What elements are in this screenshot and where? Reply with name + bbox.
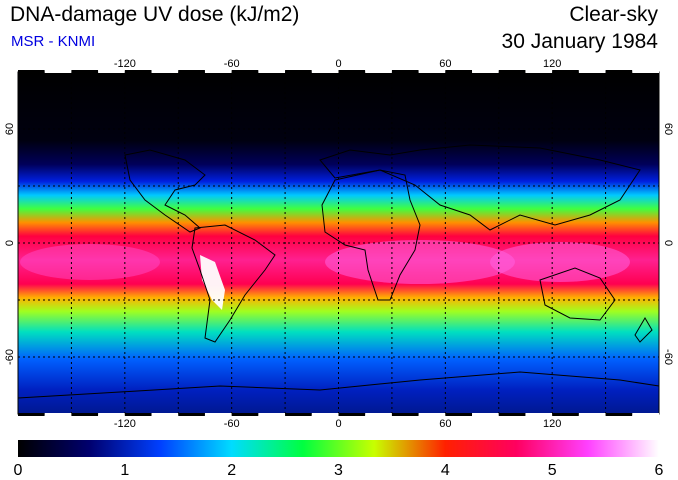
frame-segment: [578, 413, 606, 416]
frame-segment: [605, 70, 633, 73]
frame-segment: [98, 70, 125, 73]
north-america-outline: [124, 149, 206, 233]
colorbar-label: 1: [120, 462, 129, 479]
longitude-tick-label: 0: [335, 58, 341, 70]
frame-segment: [311, 413, 339, 416]
longitude-tick-label: 60: [439, 58, 451, 70]
latitude-tick-label: -60: [4, 349, 16, 365]
frame-segment: [472, 70, 499, 73]
longitude-tick-label: 0: [335, 418, 341, 430]
dose-blob: [490, 242, 630, 282]
frame-segment: [498, 413, 526, 416]
lat-lon-grid: [18, 72, 659, 414]
latitude-tick-label: -60: [662, 349, 674, 365]
frame-segment: [418, 413, 446, 416]
south-america-outline: [191, 224, 276, 343]
frame-segment: [338, 70, 366, 73]
frame-segment: [71, 70, 99, 73]
colorbar-labels: 0 1 2 3 4 5 6: [14, 462, 664, 479]
frame-segment: [178, 70, 205, 73]
frame-segment: [338, 413, 366, 416]
colorbar: 0 1 2 3 4 5 6: [14, 440, 664, 479]
source-label: MSR - KNMI: [11, 33, 96, 50]
australia-outline: [539, 267, 616, 321]
colorbar-strip: [18, 440, 659, 457]
latitude-tick-label: 60: [4, 123, 16, 135]
frame-segment: [605, 413, 633, 416]
frame-segment: [204, 413, 232, 416]
longitude-tick-label: 60: [439, 418, 451, 430]
new-zealand-outline: [634, 317, 653, 343]
latitude-tick-label: 0: [4, 240, 16, 246]
longitude-tick-label: -60: [224, 418, 240, 430]
frame-segment: [44, 413, 72, 416]
colorbar-label: 5: [548, 462, 557, 479]
frame-segment: [418, 70, 446, 73]
latitude-tick-label: 0: [662, 240, 674, 246]
date-label: 30 January 1984: [501, 30, 658, 53]
frame-segment: [231, 70, 259, 73]
map-frame: [18, 70, 659, 416]
longitude-tick-label: 120: [543, 58, 561, 70]
map-area: [17, 70, 660, 416]
colorbar-label: 6: [655, 462, 664, 479]
frame-segment: [285, 413, 312, 416]
frame-segment: [285, 70, 312, 73]
frame-segment: [151, 413, 179, 416]
frame-segment: [391, 70, 419, 73]
frame-segment: [18, 70, 45, 73]
frame-segment: [124, 70, 152, 73]
longitude-tick-label: -120: [114, 58, 136, 70]
longitude-tick-label: 120: [543, 418, 561, 430]
frame-segment: [525, 413, 553, 416]
frame-segment: [632, 413, 659, 416]
dose-blob: [325, 240, 515, 284]
latitude-tick-label: 60: [662, 123, 674, 135]
colorbar-label: 2: [227, 462, 236, 479]
bottom-longitude-ticks: -120 -60 0 60 120: [114, 418, 562, 430]
frame-segment: [71, 413, 99, 416]
map-title: DNA-damage UV dose (kJ/m2): [10, 3, 300, 26]
frame-segment: [632, 70, 659, 73]
frame-segment: [151, 70, 179, 73]
frame-segment: [98, 413, 125, 416]
frame-segment: [552, 70, 579, 73]
frame-segment: [472, 413, 499, 416]
colorbar-label: 4: [441, 462, 450, 479]
frame-segment: [391, 413, 419, 416]
frame-segment: [552, 413, 579, 416]
colorbar-label: 0: [14, 462, 23, 479]
frame-segment: [525, 70, 553, 73]
frame-segment: [365, 413, 392, 416]
frame-segment: [311, 70, 339, 73]
frame-segment: [578, 70, 606, 73]
andes-max-dose: [200, 255, 225, 310]
left-latitude-ticks: 60 0 -60: [4, 123, 16, 365]
longitude-tick-label: -60: [224, 58, 240, 70]
frame-segment: [365, 70, 392, 73]
dose-blob: [20, 244, 160, 280]
frame-segment: [498, 70, 526, 73]
colorbar-label: 3: [334, 462, 343, 479]
frame-segment: [231, 413, 259, 416]
sky-condition-label: Clear-sky: [569, 3, 658, 26]
top-longitude-ticks: -120 -60 0 60 120: [114, 58, 562, 70]
antarctica-outline: [18, 371, 659, 399]
eurasia-outline: [319, 144, 641, 231]
frame-segment: [445, 413, 473, 416]
frame-segment: [258, 413, 286, 416]
longitude-tick-label: -120: [114, 418, 136, 430]
frame-segment: [445, 70, 473, 73]
frame-segment: [258, 70, 286, 73]
frame-segment: [44, 70, 72, 73]
frame-segment: [18, 413, 45, 416]
frame-segment: [204, 70, 232, 73]
frame-segment: [124, 413, 152, 416]
frame-segment: [178, 413, 205, 416]
right-latitude-ticks: 60 0 -60: [662, 123, 674, 365]
